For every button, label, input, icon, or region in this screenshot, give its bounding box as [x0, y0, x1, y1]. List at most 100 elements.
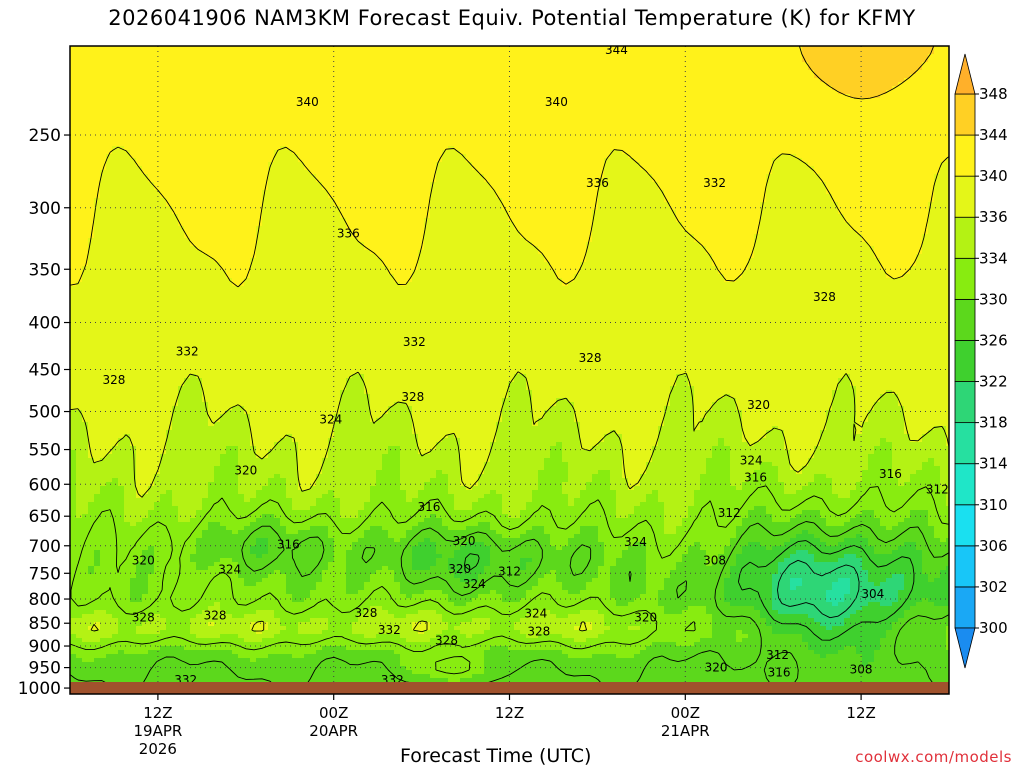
field-cell: [202, 330, 209, 335]
field-cell: [148, 254, 155, 259]
field-cell: [178, 142, 185, 147]
field-cell: [208, 622, 215, 627]
field-cell: [178, 614, 185, 619]
field-cell: [76, 258, 83, 263]
field-cell: [148, 90, 155, 95]
field-cell: [118, 510, 125, 515]
field-cell: [208, 106, 215, 111]
field-cell: [130, 242, 137, 247]
field-cell: [208, 390, 215, 395]
field-cell: [226, 590, 233, 595]
field-cell: [124, 102, 131, 107]
field-cell: [112, 210, 119, 215]
field-cell: [154, 138, 161, 143]
field-cell: [202, 490, 209, 495]
field-cell: [250, 610, 257, 615]
field-cell: [100, 622, 107, 627]
field-cell: [70, 290, 77, 295]
field-cell: [172, 414, 179, 419]
field-cell: [244, 434, 251, 439]
field-cell: [250, 310, 257, 315]
field-cell: [118, 530, 125, 535]
field-cell: [112, 306, 119, 311]
field-cell: [154, 594, 161, 599]
field-cell: [160, 602, 167, 607]
field-cell: [82, 258, 89, 263]
field-cell: [196, 310, 203, 315]
field-cell: [76, 406, 83, 411]
field-cell: [166, 450, 173, 455]
field-cell: [88, 506, 95, 511]
field-cell: [100, 522, 107, 527]
field-cell: [100, 218, 107, 223]
field-cell: [184, 138, 191, 143]
field-cell: [82, 242, 89, 247]
field-cell: [160, 550, 167, 555]
field-cell: [130, 262, 137, 267]
field-cell: [154, 570, 161, 575]
field-cell: [178, 558, 185, 563]
field-cell: [82, 498, 89, 503]
field-cell: [112, 430, 119, 435]
field-cell: [142, 378, 149, 383]
field-cell: [250, 226, 257, 231]
field-cell: [118, 526, 125, 531]
field-cell: [166, 430, 173, 435]
field-cell: [106, 202, 113, 207]
field-cell: [76, 130, 83, 135]
field-cell: [112, 558, 119, 563]
field-cell: [232, 94, 239, 99]
field-cell: [124, 330, 131, 335]
field-cell: [178, 394, 185, 399]
field-cell: [94, 386, 101, 391]
field-cell: [184, 262, 191, 267]
field-cell: [244, 422, 251, 427]
field-cell: [130, 154, 137, 159]
field-cell: [184, 650, 191, 655]
field-cell: [94, 574, 101, 579]
field-cell: [232, 218, 239, 223]
field-cell: [70, 170, 77, 175]
field-cell: [220, 162, 227, 167]
field-cell: [202, 190, 209, 195]
field-cell: [112, 170, 119, 175]
field-cell: [70, 82, 77, 87]
field-cell: [250, 606, 257, 611]
field-cell: [232, 494, 239, 499]
field-cell: [148, 226, 155, 231]
field-cell: [148, 54, 155, 59]
field-cell: [190, 126, 197, 131]
field-cell: [208, 562, 215, 567]
field-cell: [160, 190, 167, 195]
field-cell: [214, 166, 221, 171]
field-cell: [124, 194, 131, 199]
field-cell: [154, 586, 161, 591]
field-cell: [94, 302, 101, 307]
field-cell: [130, 94, 137, 99]
field-cell: [244, 166, 251, 171]
field-cell: [148, 94, 155, 99]
field-cell: [88, 594, 95, 599]
field-cell: [244, 218, 251, 223]
field-cell: [160, 410, 167, 415]
field-cell: [106, 66, 113, 71]
field-cell: [124, 474, 131, 479]
field-cell: [238, 442, 245, 447]
field-cell: [76, 214, 83, 219]
field-cell: [94, 678, 101, 682]
field-cell: [250, 558, 257, 563]
field-cell: [238, 514, 245, 519]
field-cell: [226, 470, 233, 475]
field-cell: [196, 438, 203, 443]
field-cell: [100, 370, 107, 375]
field-cell: [124, 350, 131, 355]
field-cell: [136, 642, 143, 647]
field-cell: [124, 614, 131, 619]
field-cell: [142, 266, 149, 271]
field-cell: [220, 390, 227, 395]
field-cell: [154, 566, 161, 571]
field-cell: [136, 322, 143, 327]
field-cell: [184, 126, 191, 131]
field-cell: [124, 162, 131, 167]
field-cell: [166, 438, 173, 443]
